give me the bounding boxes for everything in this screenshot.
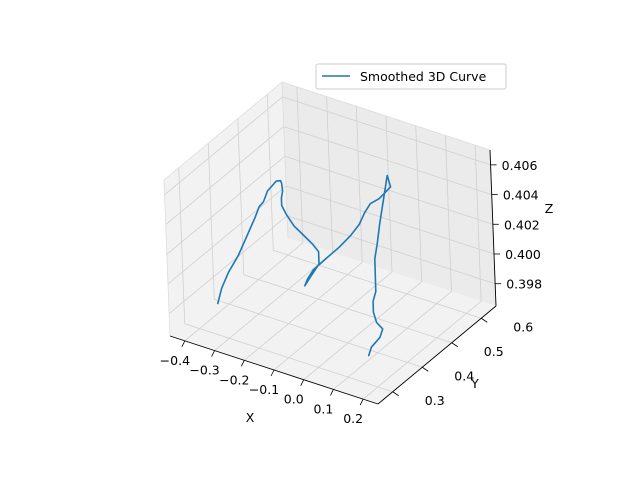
- x-tick-label: −0.1: [249, 382, 279, 397]
- x-tick: [181, 340, 186, 348]
- x-grid-back: [415, 125, 423, 282]
- z-tick-label: 0.404: [503, 188, 539, 203]
- y-tick-label: 0.6: [513, 319, 533, 334]
- z-grid-back: [282, 96, 491, 166]
- x-tick-label: 0.1: [313, 401, 333, 416]
- z-grid-back: [287, 215, 496, 285]
- legend: Smoothed 3D Curve: [315, 63, 507, 90]
- x-tick: [359, 398, 364, 406]
- z-grid-back: [283, 126, 492, 195]
- edge: [163, 81, 283, 181]
- y-axis-label: Y: [470, 376, 479, 391]
- y-tick: [422, 366, 429, 372]
- x-grid-floor: [362, 300, 482, 400]
- x-grid-back: [385, 115, 393, 273]
- x-tick: [330, 389, 334, 396]
- y-tick-label: 0.4: [454, 368, 474, 383]
- grid-lines: [164, 86, 496, 400]
- z-grid-back: [285, 185, 495, 255]
- x-tick-label: 0.0: [284, 392, 304, 407]
- z-grid-left: [165, 126, 284, 225]
- legend-label: Smoothed 3D Curve: [360, 69, 487, 84]
- y-tick: [451, 342, 458, 348]
- x-grid-floor: [303, 281, 422, 381]
- axis-panes: [164, 82, 496, 404]
- tick-labels: −0.4−0.3−0.2−0.1 0.0 0.1 0.2 0.3 0.4 0.5 0.6 0.3…: [160, 158, 542, 426]
- x-grid-back: [326, 96, 333, 253]
- z-grid-left: [166, 155, 286, 255]
- y-grid-left: [237, 118, 245, 275]
- y-grid-left: [266, 94, 274, 251]
- x-tick: [270, 369, 275, 377]
- edge: [281, 81, 289, 239]
- y-tick-label: 0.5: [484, 344, 504, 359]
- legend-frame: [315, 63, 507, 90]
- x-axis-label: X: [246, 410, 255, 425]
- z-grid-left: [168, 215, 288, 315]
- x-grid-back: [445, 135, 452, 292]
- y-grid-floor: [243, 274, 452, 344]
- axis-edges: [163, 81, 497, 405]
- x-tick: [240, 360, 245, 367]
- x-tick-label: −0.2: [219, 372, 249, 387]
- y-grid-left: [207, 143, 215, 300]
- x-grid-floor: [214, 252, 333, 351]
- x-grid-back: [355, 106, 363, 263]
- x-grid-back: [474, 145, 482, 302]
- series-layer: [217, 174, 392, 357]
- x-grid-floor: [244, 261, 363, 361]
- x-tick-label: 0.2: [343, 411, 363, 426]
- z-grid-left: [167, 185, 287, 285]
- y-axis-line: [377, 305, 497, 405]
- x-grid-floor: [333, 291, 452, 390]
- z-tick-label: 0.406: [502, 158, 538, 173]
- tick-marks: [181, 164, 502, 406]
- z-axis-line: [489, 149, 497, 307]
- edge: [281, 81, 491, 151]
- y-tick: [392, 391, 399, 397]
- x-tick: [300, 379, 305, 386]
- z-tick-label: 0.400: [505, 247, 541, 262]
- z-axis-label: Z: [545, 201, 554, 216]
- x-grid-floor: [184, 242, 304, 342]
- x-tick-label: −0.4: [160, 353, 190, 368]
- x-tick-label: −0.3: [189, 363, 219, 378]
- z-grid-left: [164, 96, 283, 196]
- z-tick-label: 0.398: [506, 277, 542, 292]
- y-tick-label: 0.3: [425, 393, 445, 408]
- y-grid-floor: [273, 249, 482, 319]
- series-line: [217, 174, 392, 357]
- y-tick: [481, 317, 488, 323]
- y-grid-floor: [184, 323, 393, 393]
- y-grid-left: [178, 167, 186, 324]
- y-grid-floor: [214, 298, 423, 368]
- x-grid-floor: [273, 271, 393, 371]
- z-tick-label: 0.402: [504, 217, 540, 232]
- x-tick: [211, 350, 215, 357]
- left-pane: [164, 82, 288, 336]
- z-grid-back: [284, 155, 493, 225]
- x-grid-back: [296, 86, 304, 243]
- edge: [163, 179, 171, 337]
